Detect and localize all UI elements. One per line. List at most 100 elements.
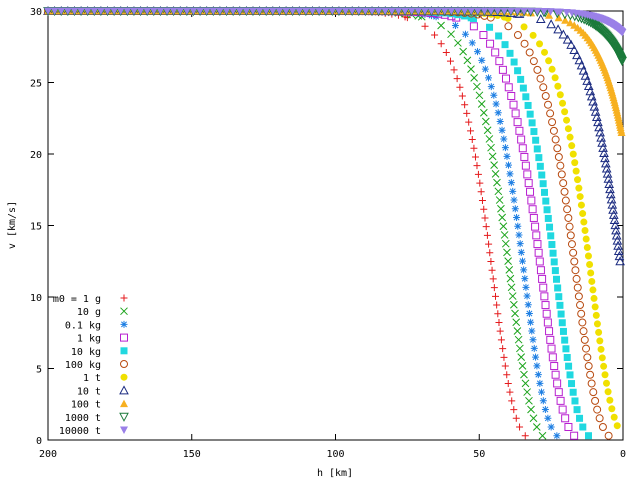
data-point (604, 388, 612, 396)
data-point (501, 41, 509, 49)
data-point (584, 252, 592, 260)
data-point (557, 310, 565, 318)
legend-label: 1 t (83, 373, 101, 384)
data-point (543, 206, 551, 214)
data-point (614, 251, 625, 261)
data-point (547, 232, 555, 240)
data-point (515, 231, 523, 239)
data-point (494, 187, 503, 196)
data-point (539, 83, 548, 92)
data-point (610, 413, 618, 421)
data-point (83, 7, 92, 15)
data-point (580, 335, 589, 344)
data-point (520, 152, 529, 161)
x-tick-label: 100 (326, 449, 344, 460)
data-point (57, 7, 66, 15)
data-point (554, 388, 563, 397)
y-tick-label: 20 (30, 150, 42, 161)
legend-marker (120, 307, 128, 316)
data-point (572, 50, 582, 60)
data-point (549, 249, 557, 257)
legend-marker (120, 426, 128, 434)
data-point (486, 23, 494, 31)
data-point (592, 311, 600, 319)
data-point (521, 432, 529, 440)
data-point (493, 7, 502, 16)
data-point (467, 127, 475, 135)
data-point (570, 257, 579, 266)
data-point (577, 309, 586, 318)
data-point (532, 136, 540, 144)
data-point (479, 108, 488, 117)
data-point (551, 74, 559, 82)
data-point (468, 136, 476, 144)
data-point (497, 336, 505, 344)
data-point (485, 74, 493, 82)
data-point (576, 414, 584, 422)
data-point (529, 31, 537, 39)
data-point (544, 414, 552, 422)
data-point (559, 179, 568, 188)
data-point (519, 84, 527, 92)
x-tick-label: 0 (620, 449, 626, 460)
data-point (202, 7, 211, 15)
data-point (529, 57, 538, 66)
data-point (520, 7, 529, 16)
data-point (521, 379, 530, 388)
data-point (517, 135, 526, 144)
data-point (511, 109, 520, 118)
data-point (510, 196, 518, 204)
data-point (480, 205, 488, 213)
data-point (354, 7, 363, 16)
data-point (591, 396, 600, 405)
data-point (470, 144, 478, 152)
data-point (473, 82, 481, 91)
data-point (461, 101, 469, 109)
data-point (196, 7, 205, 15)
data-point (568, 380, 576, 388)
data-point (315, 7, 324, 16)
data-point (242, 7, 251, 15)
data-point (248, 7, 257, 15)
data-point (381, 7, 390, 16)
data-point (507, 283, 516, 292)
data-point (77, 7, 86, 15)
data-point (583, 243, 591, 251)
data-point (613, 422, 621, 430)
data-point (511, 205, 519, 213)
data-point (523, 170, 532, 179)
data-point (558, 29, 569, 39)
data-point (527, 196, 536, 205)
data-point (437, 40, 445, 48)
data-point (550, 258, 558, 266)
data-point (282, 7, 291, 16)
data-point (129, 7, 138, 15)
data-point (475, 91, 484, 100)
data-point (520, 370, 528, 379)
data-point (517, 353, 526, 362)
data-point (569, 150, 577, 158)
data-point (521, 161, 530, 170)
data-point (590, 294, 598, 302)
y-tick-label: 0 (36, 436, 42, 447)
data-point (576, 60, 587, 70)
data-point (606, 396, 614, 404)
data-point (483, 231, 491, 239)
data-point (532, 353, 540, 361)
data-point (542, 309, 551, 318)
data-point (451, 21, 459, 29)
data-point (518, 144, 527, 153)
data-point (551, 267, 559, 275)
data-point (536, 40, 544, 48)
legend-label: 10 g (77, 307, 101, 318)
data-point (536, 162, 544, 170)
data-point (589, 101, 600, 111)
data-point (509, 187, 517, 195)
data-point (553, 379, 562, 388)
data-point (554, 82, 562, 90)
data-point (512, 318, 521, 327)
data-point (525, 310, 533, 318)
data-point (143, 7, 152, 15)
legend-label: 100 t (71, 400, 101, 411)
data-point (467, 7, 476, 16)
